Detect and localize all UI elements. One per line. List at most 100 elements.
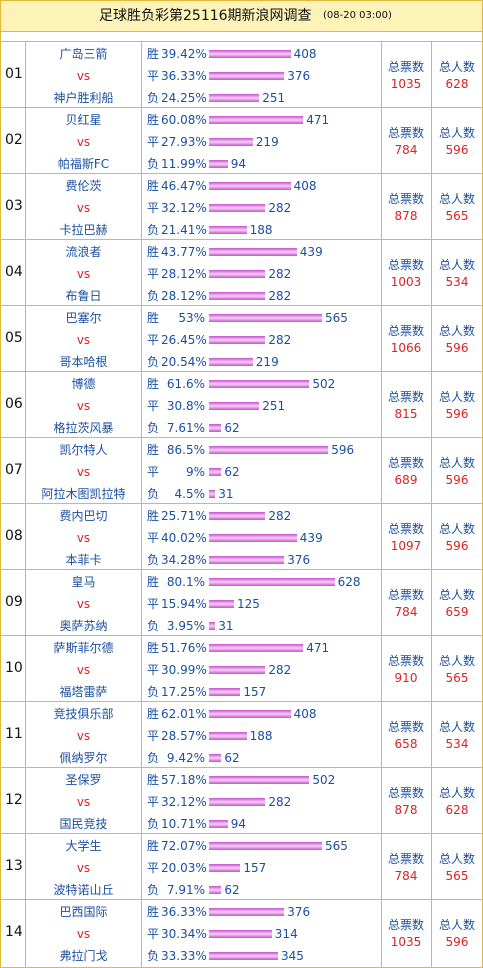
percent: 40.02% — [161, 531, 207, 545]
outcome: 负 — [147, 223, 160, 237]
away-team: 佩纳罗尔 — [59, 751, 108, 765]
rule — [1, 31, 482, 32]
outcome: 平 — [147, 399, 160, 413]
away-team: 奥萨苏纳 — [59, 619, 108, 633]
vs: vs — [76, 531, 91, 545]
outcome: 胜 — [147, 245, 160, 259]
people-label: 总人数 — [438, 192, 475, 206]
home-team: 流浪者 — [65, 245, 102, 259]
percent: 28.12% — [161, 267, 207, 281]
percent: 36.33% — [161, 905, 207, 919]
percent: 20.03% — [161, 861, 207, 875]
outcome: 平 — [147, 201, 160, 215]
vote-bar — [209, 468, 222, 476]
vote-count: 439 — [299, 245, 323, 259]
vote-count: 62 — [224, 751, 240, 765]
home-team: 费伦茨 — [65, 179, 102, 193]
vote-count: 345 — [281, 949, 304, 963]
votes-label: 总票数 — [387, 324, 424, 338]
vote-bar — [209, 314, 322, 322]
outcome: 胜 — [147, 707, 160, 721]
vote-count: 94 — [230, 157, 247, 171]
people: 628 — [445, 77, 469, 91]
percent: 61.6% — [166, 377, 205, 391]
vote-count: 62 — [224, 421, 240, 435]
vote-bar — [209, 798, 266, 806]
home-team: 大学生 — [65, 839, 102, 853]
vote-count: 282 — [268, 333, 292, 347]
percent: 53% — [178, 311, 205, 325]
outcome: 平 — [147, 663, 160, 677]
home-team: 博德 — [71, 377, 96, 391]
row-number: 05 — [5, 330, 23, 346]
vote-bar — [209, 732, 247, 740]
home-team: 贝红星 — [65, 113, 102, 127]
people: 596 — [445, 935, 469, 949]
outcome: 胜 — [147, 509, 160, 523]
outcome: 胜 — [147, 575, 160, 589]
time: (08-20 03:00) — [323, 10, 392, 21]
vote-count: 376 — [287, 553, 311, 567]
votes-label: 总票数 — [387, 786, 424, 800]
outcome: 负 — [147, 817, 160, 831]
row-number: 10 — [5, 660, 23, 676]
votes-label: 总票数 — [387, 654, 424, 668]
home-team: 巴塞尔 — [65, 311, 102, 325]
vs: vs — [76, 597, 91, 611]
home-team: 广岛三箭 — [59, 47, 108, 61]
away-team: 卡拉巴赫 — [59, 223, 108, 237]
vote-count: 125 — [237, 597, 260, 611]
vs: vs — [76, 927, 91, 941]
vote-bar — [209, 886, 222, 894]
people-label: 总人数 — [438, 918, 475, 932]
vote-count: 471 — [306, 113, 330, 127]
vs: vs — [76, 729, 91, 743]
rule — [1, 239, 482, 240]
rule — [1, 899, 482, 900]
votes-label: 总票数 — [387, 192, 424, 206]
vote-bar — [209, 688, 241, 696]
vs: vs — [76, 69, 91, 83]
percent: 30.99% — [161, 663, 207, 677]
vote-count: 282 — [268, 289, 292, 303]
vote-bar — [209, 226, 247, 234]
vote-bar — [209, 644, 304, 652]
header — [1, 1, 482, 31]
vs: vs — [76, 333, 91, 347]
votes-label: 总票数 — [387, 720, 424, 734]
outcome: 负 — [147, 157, 160, 171]
people: 596 — [445, 473, 469, 487]
people-label: 总人数 — [438, 720, 475, 734]
title: 足球胜负彩第25116期新浪网调查 — [99, 8, 312, 24]
percent: 15.94% — [161, 597, 207, 611]
vote-bar — [209, 248, 297, 256]
vote-count: 628 — [337, 575, 361, 589]
vs: vs — [76, 267, 91, 281]
rule — [1, 635, 482, 636]
vote-count: 376 — [287, 905, 311, 919]
row-number: 03 — [5, 198, 23, 214]
percent: 17.25% — [161, 685, 207, 699]
votes: 784 — [394, 605, 418, 619]
rule — [1, 107, 482, 108]
percent: 25.71% — [161, 509, 207, 523]
away-team: 阿拉木图凯拉特 — [41, 487, 126, 501]
percent: 60.08% — [161, 113, 207, 127]
outcome: 平 — [147, 729, 160, 743]
people: 596 — [445, 539, 469, 553]
vote-bar — [209, 820, 228, 828]
rule — [1, 767, 482, 768]
outcome: 负 — [147, 949, 160, 963]
votes-label: 总票数 — [387, 918, 424, 932]
percent: 86.5% — [166, 443, 205, 457]
rule — [141, 41, 142, 967]
row-number: 13 — [5, 858, 23, 874]
vote-count: 188 — [249, 729, 273, 743]
outcome: 负 — [147, 421, 160, 435]
away-team: 哥本哈根 — [59, 355, 108, 369]
votes: 1003 — [390, 275, 422, 289]
away-team: 波特诺山丘 — [53, 883, 114, 897]
outcome: 平 — [147, 531, 160, 545]
votes: 878 — [394, 209, 418, 223]
vote-bar — [209, 864, 241, 872]
